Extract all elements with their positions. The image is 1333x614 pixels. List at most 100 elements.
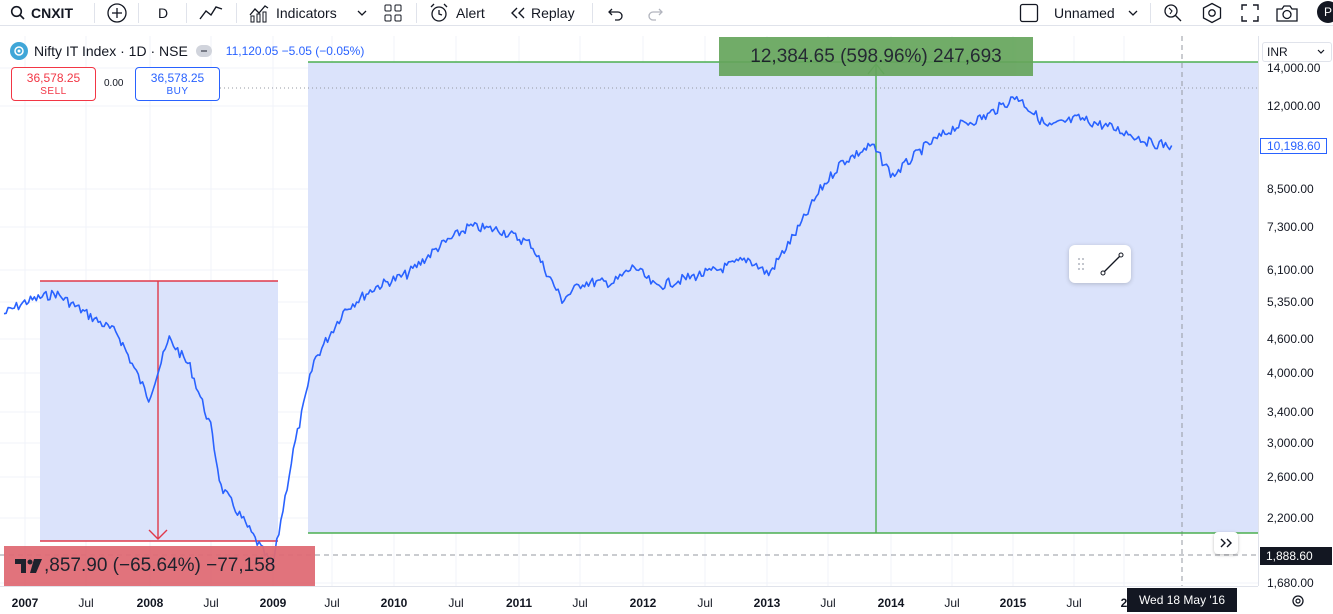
replay-label: Replay [531,5,575,21]
floating-drawing-toolbar[interactable] [1069,245,1131,283]
index-logo-icon [10,42,28,60]
time-tick-label: Jul [572,596,588,610]
fullscreen-button[interactable] [1240,0,1260,26]
sell-button[interactable]: 36,578.25 SELL [11,67,96,101]
currency-select[interactable]: INR [1262,42,1332,62]
chevron-down-icon [1317,49,1325,54]
price-tick-label: 3,000.00 [1267,436,1314,450]
time-tick-label: Jul [697,596,713,610]
indicators-button[interactable]: Indicators [248,0,337,26]
undo-icon [608,8,623,21]
price-tick-label: 4,600.00 [1267,332,1314,346]
layout-button[interactable]: Unnamed [1019,0,1139,26]
ohlc-values: 11,120.05 −5.05 (−0.05%) [225,44,365,58]
profile-avatar[interactable]: P [1317,1,1333,23]
search-icon [10,5,25,20]
time-tick-label: 2014 [877,596,905,610]
price-scale[interactable]: 14,000.00 12,000.00 8,500.00 7,300.00 6,100.… [1258,36,1333,590]
time-tick-label: 2009 [259,596,287,610]
settings-hexagon-icon [1202,2,1222,24]
trend-line-icon[interactable] [1099,251,1125,277]
layout-square-icon [1019,3,1039,23]
alert-label: Alert [456,5,485,21]
currency-label: INR [1267,45,1288,59]
last-price-tag: 10,198.60 [1260,138,1328,154]
indicators-icon [249,5,269,23]
quick-search-icon [1164,4,1182,22]
indicators-dropdown[interactable] [356,0,368,26]
time-tick-label: Jul [448,596,464,610]
price-tick-label: 6,100.00 [1267,263,1314,277]
snapshot-button[interactable] [1275,0,1299,26]
compare-button[interactable] [106,0,128,26]
undo-button[interactable] [607,0,625,26]
price-tick-label: 12,000.00 [1267,99,1321,113]
alert-button[interactable]: Alert [428,0,485,26]
price-tick-label: 2,600.00 [1267,470,1314,484]
crosshair-date-tag: Wed 18 May '16 [1127,588,1237,612]
fullscreen-icon [1241,4,1259,22]
spread-value: 0.00 [104,78,124,89]
gear-icon[interactable] [1289,592,1307,610]
time-tick-label: 2013 [753,596,781,610]
time-tick-label: 2010 [380,596,408,610]
buy-label: BUY [166,86,189,97]
tradingview-logo-icon [14,557,44,575]
interval-button[interactable]: D [158,0,168,26]
measure-down-arrowhead [148,529,168,540]
scroll-to-realtime-button[interactable] [1214,532,1238,554]
time-tick-label: 2 [1120,596,1128,610]
price-chart[interactable] [0,36,1258,586]
time-tick-label: 2015 [999,596,1027,610]
symbol-label: CNXIT [31,5,73,21]
time-tick-label: 2007 [11,596,39,610]
sell-label: SELL [40,86,67,97]
settings-button[interactable] [1201,0,1223,26]
symbol-legend: Nifty IT Index · 1D · NSE 11,120.05 −5.0… [10,42,364,60]
chevron-down-icon [357,10,367,16]
rewind-icon [511,7,525,19]
templates-button[interactable] [383,0,403,26]
replay-button[interactable]: Replay [509,0,575,26]
symbol-search[interactable]: CNXIT [10,0,73,26]
time-tick-label: 2012 [629,596,657,610]
layout-name: Unnamed [1054,5,1115,21]
grid-icon [384,4,402,22]
time-axis[interactable]: 2007 Jul 2008 Jul 2009 Jul 2010 Jul 2011 Jul 2012 J… [0,586,1258,614]
camera-icon [1276,5,1298,22]
double-chevron-right-icon [1220,538,1232,548]
time-tick-label: 2008 [136,596,164,610]
quick-search-button[interactable] [1162,0,1184,26]
time-tick-label: Jul [324,596,340,610]
price-tick-label: 14,000.00 [1267,61,1321,75]
alarm-clock-icon [430,3,448,22]
chart-type-button[interactable] [198,0,224,26]
price-tick-label: 5,350.00 [1267,295,1314,309]
hide-legend-toggle[interactable] [195,45,212,57]
time-tick-label: Jul [203,596,219,610]
price-tick-label: 1,680.00 [1267,576,1314,590]
time-tick-label: Jul [78,596,94,610]
plus-circle-icon [107,3,127,23]
price-tick-label: 4,000.00 [1267,366,1314,380]
time-tick-label: Jul [820,596,836,610]
price-line-series [3,95,1173,568]
time-tick-label: Jul [944,596,960,610]
redo-icon [648,8,663,21]
redo-button[interactable] [646,0,664,26]
measure-down-text: ,857.90 (−65.64%) −77,158 [44,555,276,576]
time-tick-label: Jul [1066,596,1082,610]
price-tick-label: 8,500.00 [1267,182,1314,196]
measure-up-badge[interactable]: 12,384.65 (598.96%) 247,693 [719,37,1033,76]
chevron-down-icon [1128,10,1138,16]
crosshair-price-tag: 1,888.60 [1260,547,1332,565]
measure-down-badge[interactable]: ,857.90 (−65.64%) −77,158 [4,546,315,586]
line-chart-icon [199,6,223,20]
price-tick-label: 2,200.00 [1267,511,1314,525]
buy-button[interactable]: 36,578.25 BUY [135,67,220,101]
measure-down-region [40,281,278,541]
measure-up-region [308,62,1258,533]
drag-handle-icon[interactable] [1077,257,1085,271]
top-toolbar: CNXIT D Indicators Alert Replay Unnamed [0,0,1333,26]
symbol-title[interactable]: Nifty IT Index · 1D · NSE [34,43,188,59]
